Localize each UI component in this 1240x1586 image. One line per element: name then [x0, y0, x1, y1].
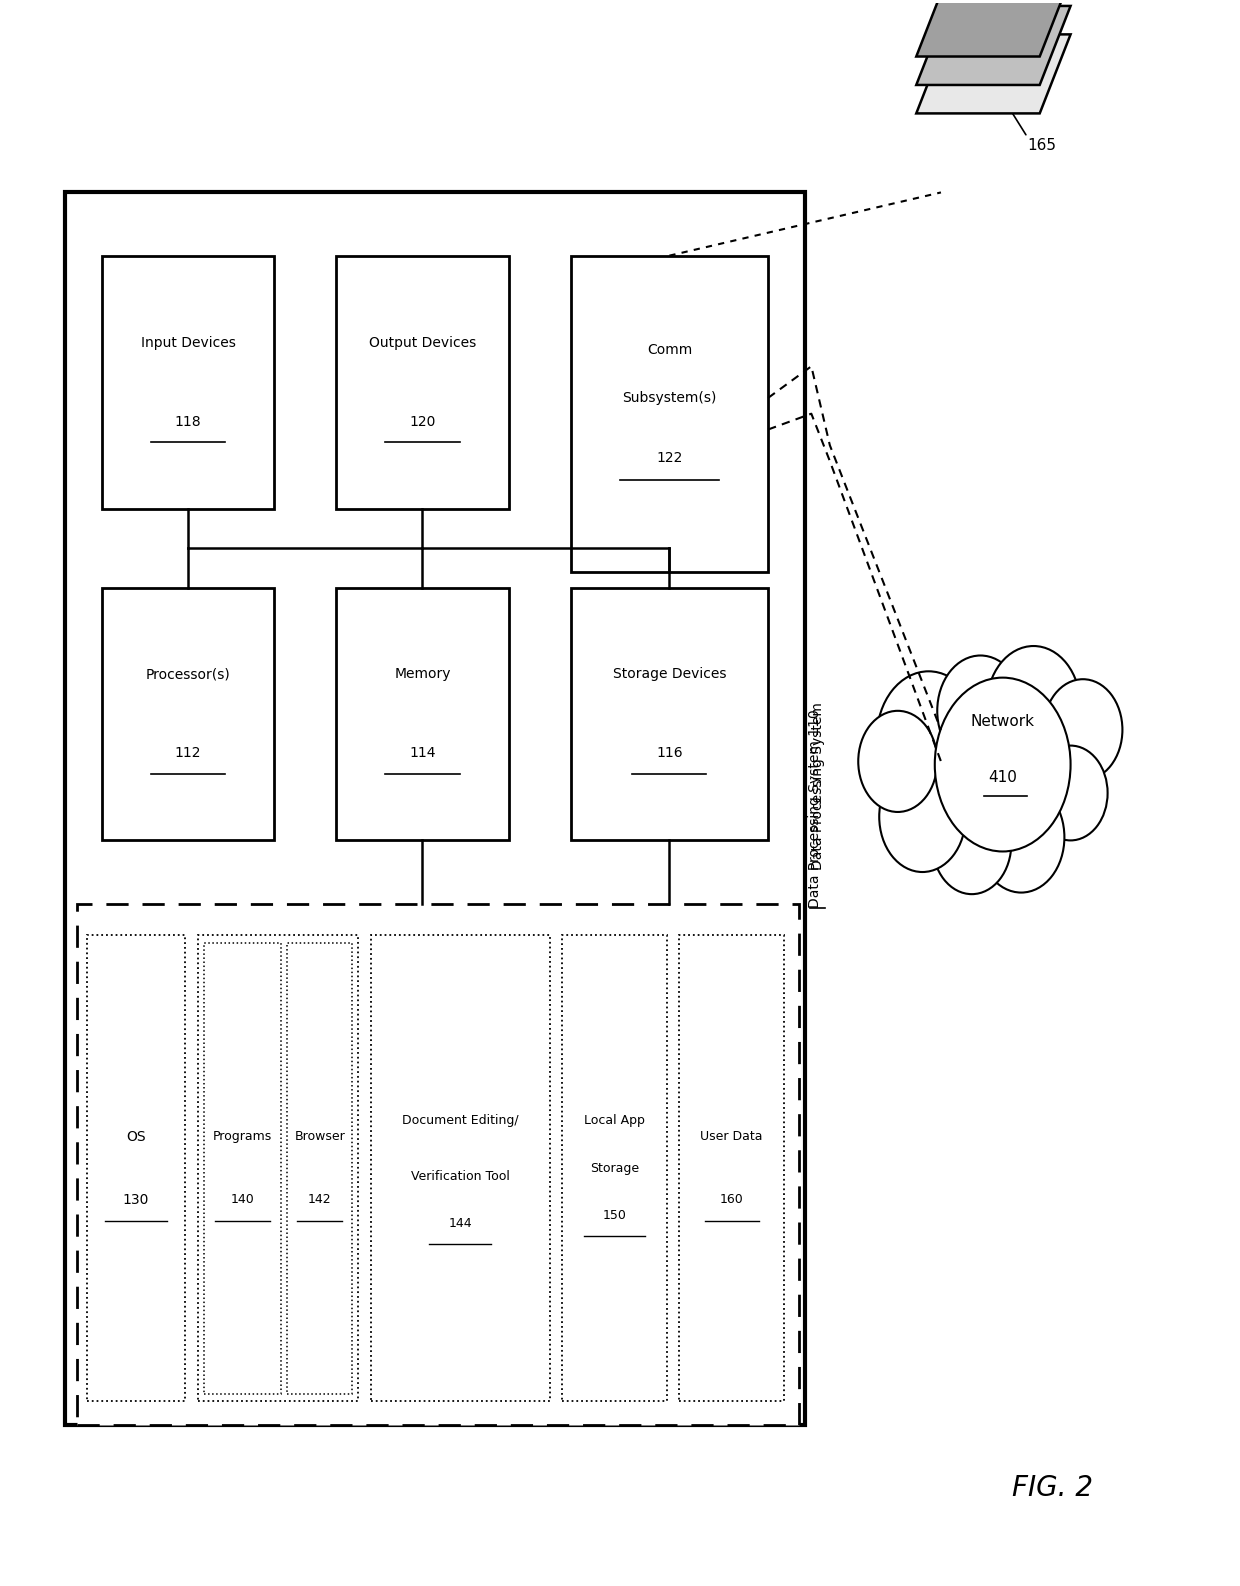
Text: 144: 144 [449, 1216, 472, 1231]
Text: Data Processing System: Data Processing System [811, 698, 826, 871]
Text: 122: 122 [656, 450, 682, 465]
Text: 120: 120 [409, 414, 435, 428]
Text: 165: 165 [1028, 138, 1056, 152]
Polygon shape [916, 6, 1070, 86]
Text: 114: 114 [409, 747, 435, 761]
Circle shape [858, 711, 937, 812]
Text: Comm: Comm [647, 344, 692, 357]
Text: Data Processing System 110: Data Processing System 110 [808, 709, 822, 909]
Circle shape [935, 677, 1070, 852]
Text: Input Devices: Input Devices [140, 336, 236, 349]
Bar [336, 587, 508, 841]
Text: Storage Devices: Storage Devices [613, 668, 727, 682]
Text: Storage: Storage [590, 1163, 639, 1175]
Circle shape [978, 782, 1064, 893]
Circle shape [1033, 745, 1107, 841]
Bar [77, 904, 799, 1426]
Circle shape [987, 646, 1080, 766]
Bar [570, 255, 768, 571]
Text: Data Processing System 
110: Data Processing System 110 [811, 698, 842, 871]
Text: 410: 410 [988, 769, 1017, 785]
Polygon shape [916, 0, 1070, 57]
Text: Processor(s): Processor(s) [145, 668, 231, 682]
Text: Memory: Memory [394, 668, 450, 682]
Text: Subsystem(s): Subsystem(s) [622, 390, 717, 404]
Text: 142: 142 [308, 1193, 331, 1207]
Bar [336, 255, 508, 509]
Bar [680, 936, 784, 1402]
Text: 130: 130 [123, 1193, 149, 1207]
Text: 116: 116 [656, 747, 683, 761]
Text: Verification Tool: Verification Tool [410, 1170, 510, 1183]
Bar [205, 944, 281, 1394]
Text: Browser: Browser [294, 1131, 345, 1144]
Polygon shape [916, 35, 1070, 114]
Text: FIG. 2: FIG. 2 [1012, 1475, 1092, 1502]
Bar [562, 936, 667, 1402]
Text: 140: 140 [231, 1193, 254, 1207]
Text: 160: 160 [720, 1193, 744, 1207]
Text: 112: 112 [175, 747, 201, 761]
Bar [102, 587, 274, 841]
Circle shape [877, 671, 981, 804]
Circle shape [879, 761, 966, 872]
Circle shape [932, 793, 1012, 895]
Circle shape [1043, 679, 1122, 780]
Text: Local App: Local App [584, 1115, 645, 1128]
Text: Document Editing/: Document Editing/ [402, 1115, 518, 1128]
Circle shape [937, 655, 1024, 766]
Bar [102, 255, 274, 509]
Text: User Data: User Data [701, 1131, 763, 1144]
Text: OS: OS [126, 1129, 146, 1144]
Bar [371, 936, 549, 1402]
Text: Output Devices: Output Devices [368, 336, 476, 349]
Bar [570, 587, 768, 841]
Bar [288, 944, 352, 1394]
Bar [87, 936, 186, 1402]
Text: Programs: Programs [213, 1131, 272, 1144]
Text: 118: 118 [175, 414, 201, 428]
Bar [64, 192, 805, 1426]
Text: 150: 150 [603, 1209, 626, 1223]
Bar [198, 936, 358, 1402]
Text: Network: Network [971, 714, 1034, 730]
